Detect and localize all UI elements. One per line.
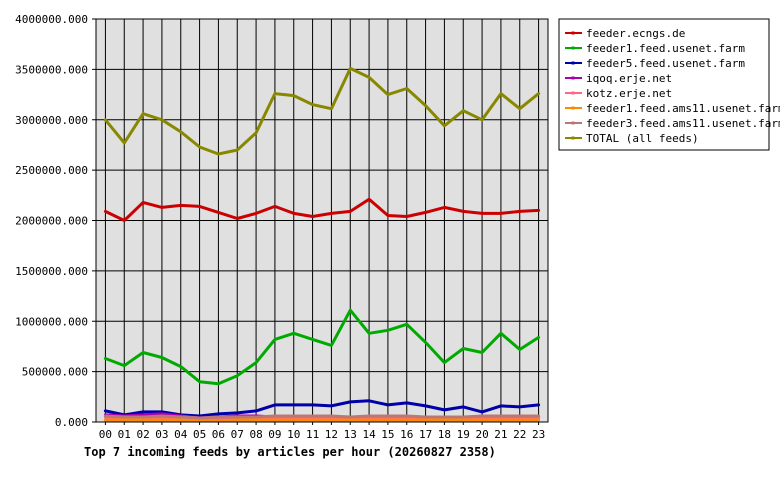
x-tick-label: 13 [344, 428, 357, 441]
y-tick-label: 0.000 [55, 416, 88, 429]
x-tick-label: 18 [438, 428, 451, 441]
y-tick-label: 500000.000 [22, 366, 88, 379]
legend-marker [571, 46, 575, 50]
x-tick-label: 05 [193, 428, 206, 441]
x-tick-label: 11 [306, 428, 319, 441]
series-lines [103, 66, 541, 423]
legend-marker [571, 91, 575, 95]
x-tick-label: 12 [325, 428, 338, 441]
x-axis: 00 01 02 03 04 05 06 07 08 09 10 11 12 13 14 15 16 17 18 19… [99, 422, 545, 441]
legend-label: iqoq.erje.net [586, 72, 672, 85]
x-tick-label: 08 [249, 428, 262, 441]
x-tick-label: 23 [532, 428, 545, 441]
y-tick-label: 3500000.000 [15, 63, 88, 76]
series-line [103, 66, 541, 156]
x-tick-label: 16 [400, 428, 413, 441]
legend-label: feeder3.feed.ams11.usenet.farm [586, 117, 780, 130]
legend-label: feeder1.feed.ams11.usenet.farm [586, 102, 780, 115]
x-tick-label: 09 [268, 428, 281, 441]
series-line [103, 414, 541, 420]
x-tick-label: 06 [212, 428, 225, 441]
legend-box [558, 18, 770, 151]
x-tick-label: 20 [475, 428, 488, 441]
x-tick-label: 22 [513, 428, 526, 441]
x-tick-label: 01 [118, 428, 131, 441]
y-tick-label: 4000000.000 [15, 13, 88, 26]
x-tick-label: 21 [494, 428, 507, 441]
y-tick-label: 2000000.000 [15, 215, 88, 228]
legend: feeder.ecngs.de feeder1.feed.usenet.farm f… [558, 18, 780, 151]
legend-marker [571, 76, 575, 80]
legend-marker [571, 31, 575, 35]
legend-label: kotz.erje.net [586, 87, 672, 100]
legend-label: feeder5.feed.usenet.farm [586, 57, 745, 70]
x-tick-label: 10 [287, 428, 300, 441]
y-tick-label: 2500000.000 [15, 164, 88, 177]
y-tick-label: 3000000.000 [15, 114, 88, 127]
chart-title: Top 7 incoming feeds by articles per hou… [84, 445, 496, 459]
legend-marker [571, 121, 575, 125]
legend-marker [571, 106, 575, 110]
y-tick-label: 1000000.000 [15, 315, 88, 328]
legend-marker [571, 136, 575, 140]
legend-label: feeder1.feed.usenet.farm [586, 42, 745, 55]
series-line [103, 308, 541, 386]
x-tick-label: 00 [99, 428, 112, 441]
y-tick-label: 1500000.000 [15, 265, 88, 278]
x-tick-label: 19 [457, 428, 470, 441]
x-tick-label: 02 [136, 428, 149, 441]
x-tick-label: 07 [231, 428, 244, 441]
x-tick-label: 14 [362, 428, 376, 441]
x-tick-label: 03 [155, 428, 168, 441]
legend-label: TOTAL (all feeds) [586, 132, 699, 145]
legend-label: feeder.ecngs.de [586, 27, 685, 40]
series-line [103, 418, 541, 423]
x-tick-label: 04 [174, 428, 188, 441]
x-tick-label: 17 [419, 428, 432, 441]
legend-marker [571, 61, 575, 65]
y-axis: 0.000 500000.000 1000000.000 1500000.000 200… [15, 13, 96, 429]
x-tick-label: 15 [381, 428, 394, 441]
series-line [103, 197, 541, 222]
